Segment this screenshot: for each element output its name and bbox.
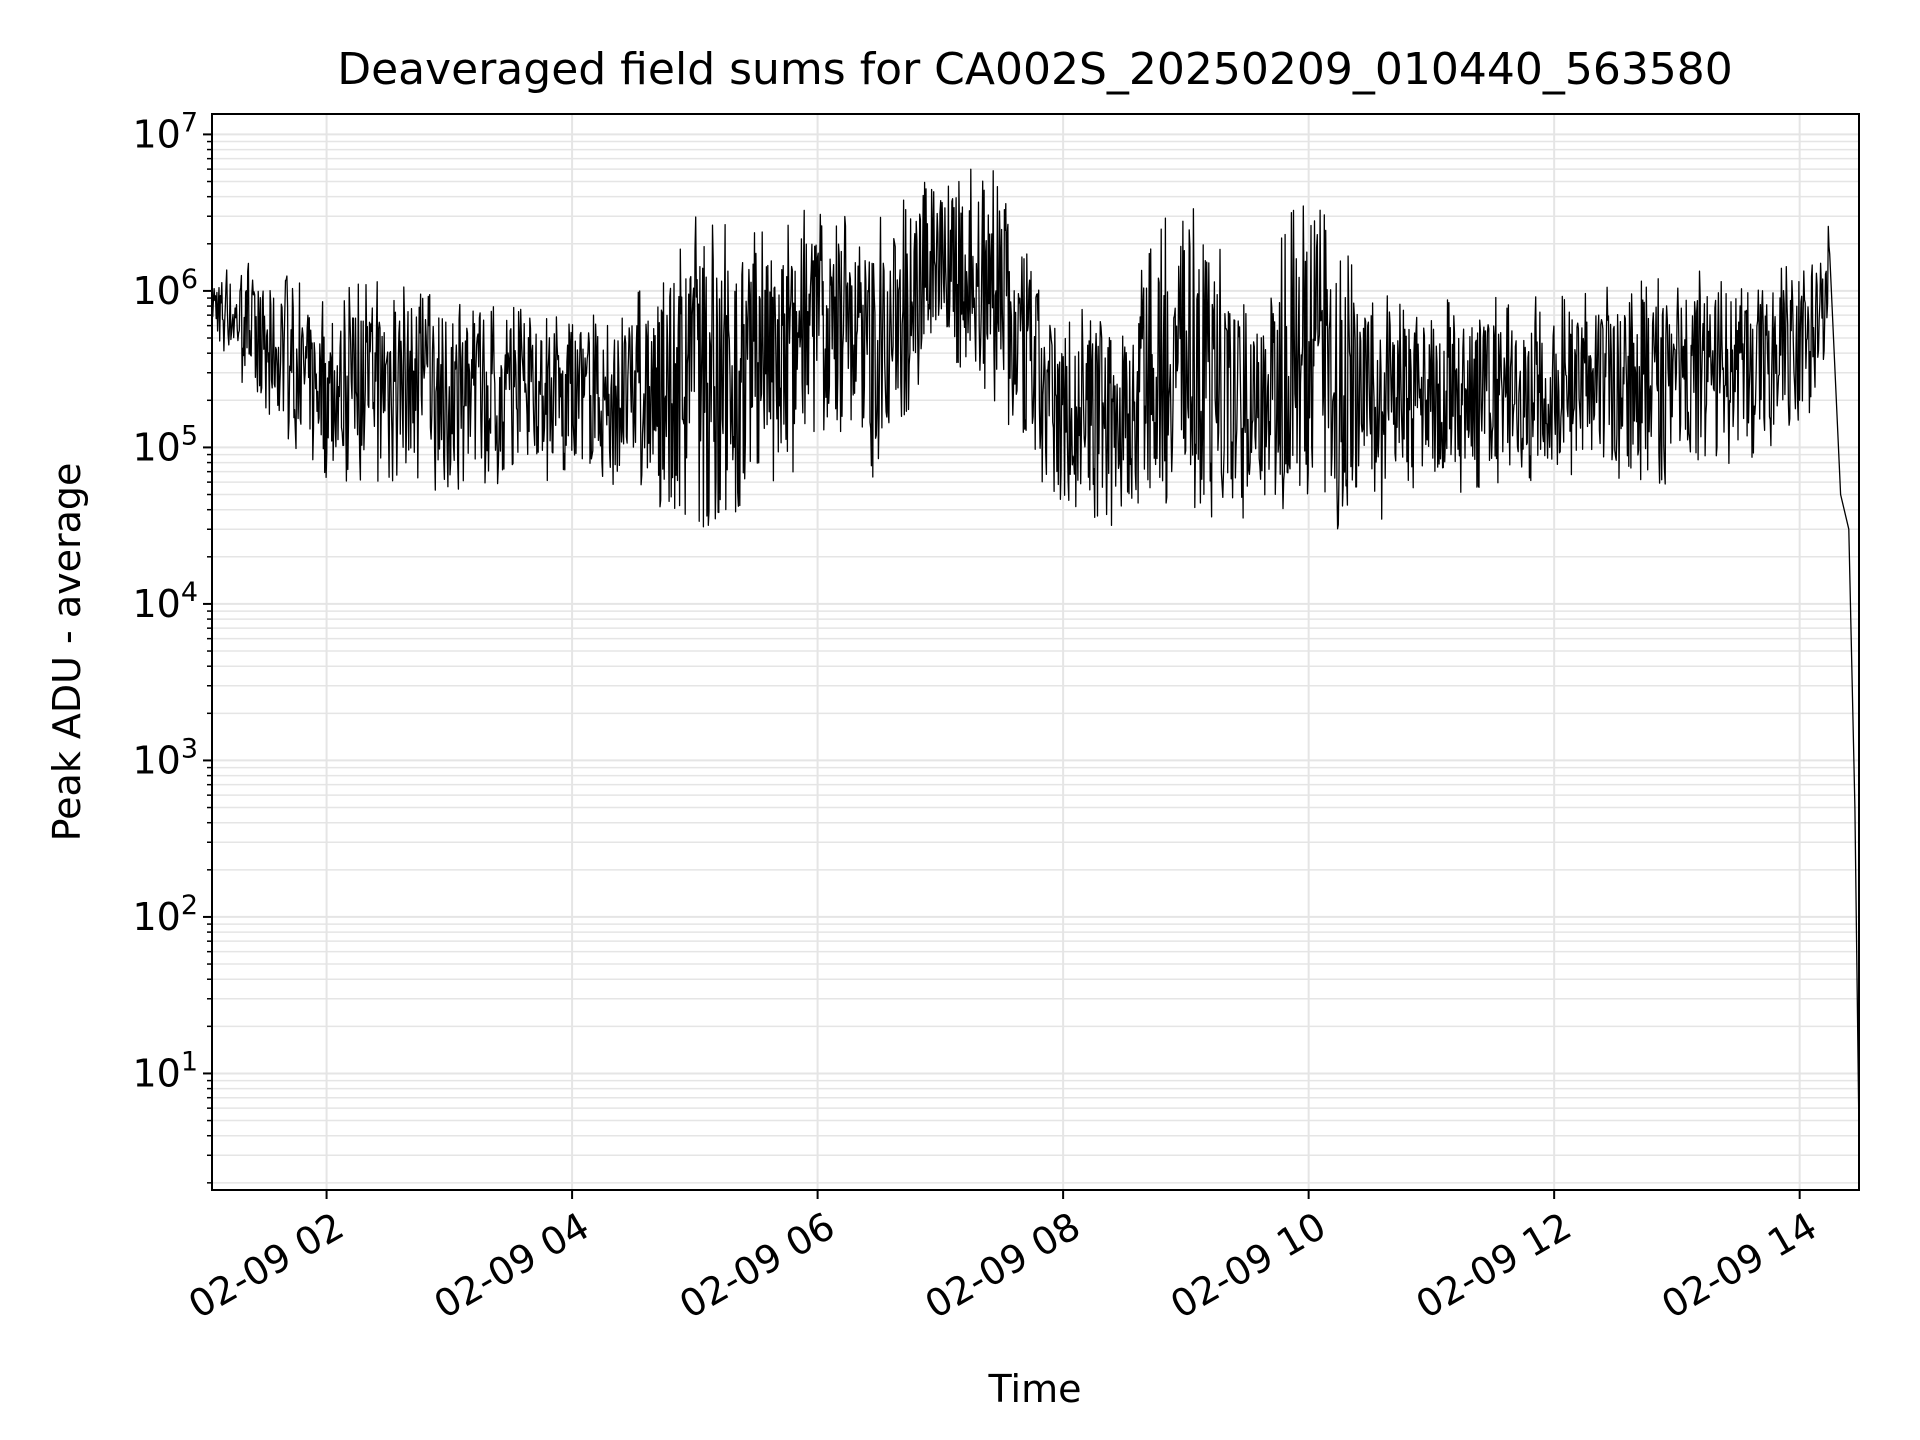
series-group: [211, 168, 1860, 1136]
series-line: [211, 168, 1860, 1136]
y-tick-label: 103: [132, 733, 198, 782]
y-tick-label: 104: [132, 577, 198, 626]
x-axis-label: Time: [988, 1367, 1082, 1411]
y-axis-label: Peak ADU - average: [45, 463, 89, 842]
y-tick-label: 102: [132, 890, 198, 939]
y-axis: 101 102 103 104 105 106 107: [132, 107, 212, 1184]
plot-frame: [211, 113, 1860, 1191]
chart-title: Deaveraged field sums for CA002S_2025020…: [337, 44, 1733, 95]
y-tick-label: 101: [132, 1046, 198, 1095]
y-tick-label: 105: [132, 420, 198, 469]
y-tick-label: 107: [132, 107, 198, 156]
y-tick-label: 106: [132, 264, 198, 313]
